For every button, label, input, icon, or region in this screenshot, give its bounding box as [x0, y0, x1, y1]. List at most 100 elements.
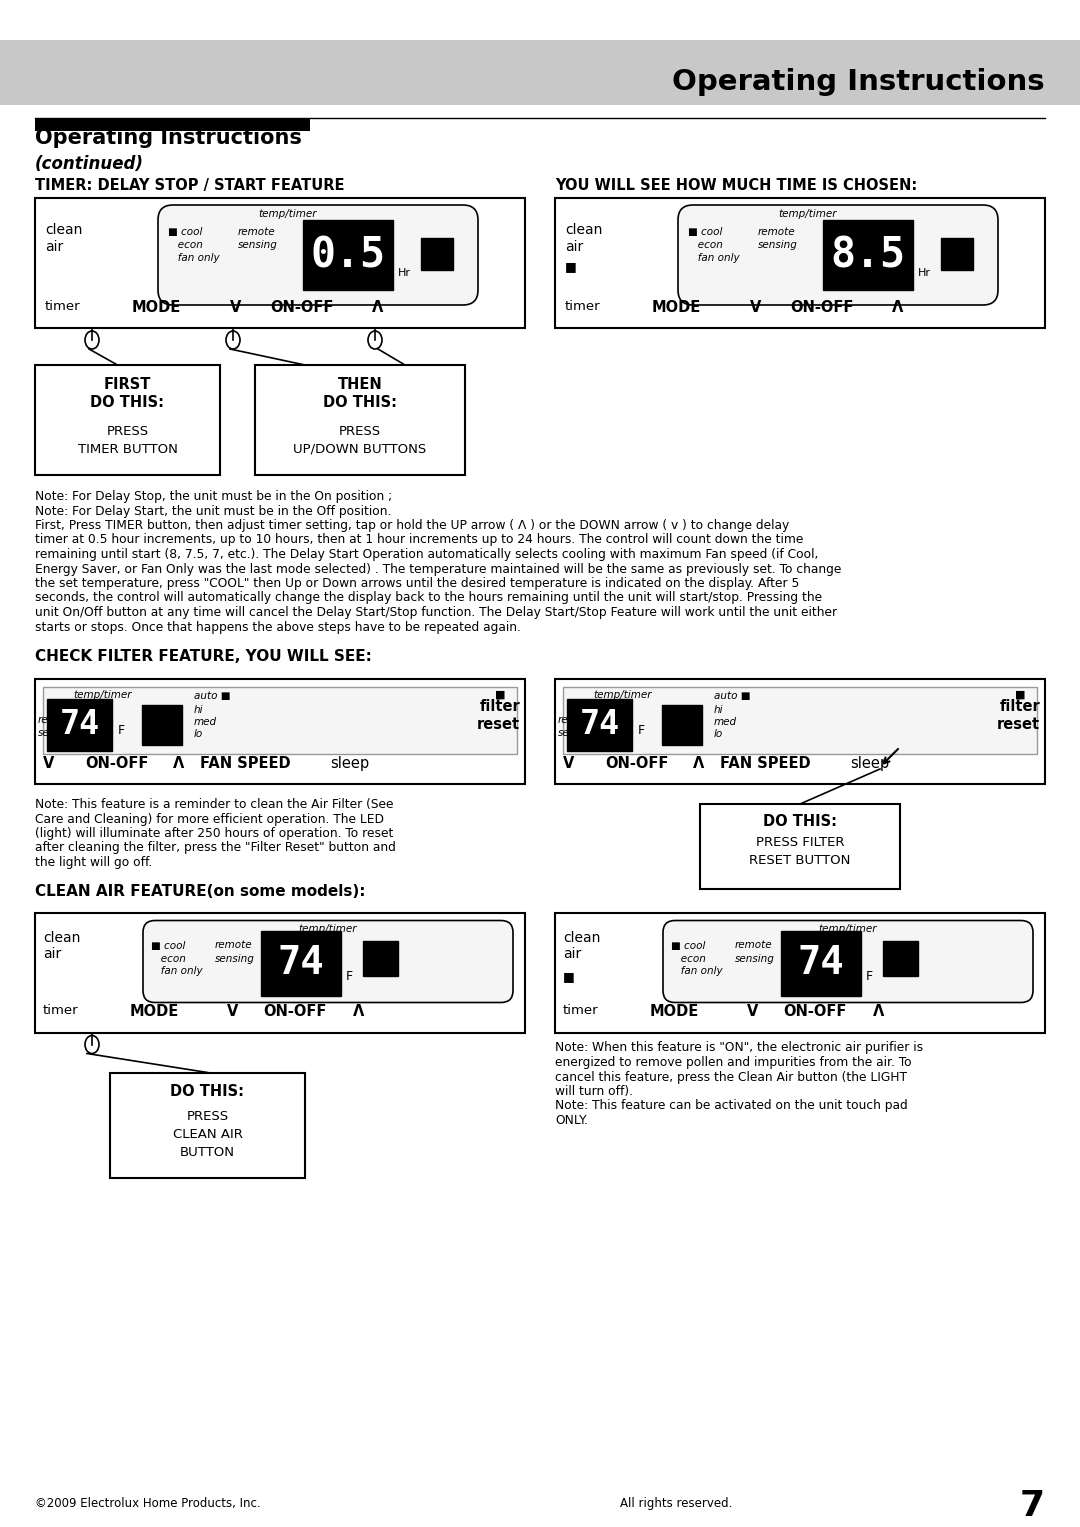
Text: air: air — [45, 240, 64, 253]
Text: timer: timer — [563, 1005, 598, 1017]
Text: CLEAN AIR: CLEAN AIR — [173, 1128, 242, 1142]
Text: RESET BUTTON: RESET BUTTON — [750, 854, 851, 867]
Text: V: V — [563, 756, 575, 771]
Text: TIMER BUTTON: TIMER BUTTON — [78, 443, 177, 457]
Bar — [141, 705, 183, 745]
Bar — [567, 699, 632, 751]
Text: sensing: sensing — [238, 240, 278, 250]
Text: ■ cool: ■ cool — [151, 941, 186, 950]
Text: 0.5: 0.5 — [311, 234, 386, 276]
Text: sensing: sensing — [758, 240, 798, 250]
Bar — [363, 941, 399, 976]
FancyBboxPatch shape — [663, 921, 1032, 1003]
Text: Operating Instructions: Operating Instructions — [673, 69, 1045, 96]
Text: PRESS FILTER: PRESS FILTER — [756, 835, 845, 849]
Text: ■ cool: ■ cool — [168, 228, 202, 237]
Text: sleep: sleep — [330, 756, 369, 771]
Bar — [883, 941, 918, 976]
Text: MODE: MODE — [130, 1005, 179, 1020]
Text: fan only: fan only — [151, 967, 203, 976]
Text: ■: ■ — [495, 690, 505, 699]
Text: 7: 7 — [1020, 1489, 1045, 1522]
Text: timer: timer — [43, 1005, 79, 1017]
Text: ©2009 Electrolux Home Products, Inc.: ©2009 Electrolux Home Products, Inc. — [35, 1496, 260, 1510]
Bar — [941, 238, 973, 270]
Text: (light) will illuminate after 250 hours of operation. To reset: (light) will illuminate after 250 hours … — [35, 828, 393, 840]
FancyBboxPatch shape — [678, 205, 998, 305]
Text: timer at 0.5 hour increments, up to 10 hours, then at 1 hour increments up to 24: timer at 0.5 hour increments, up to 10 h… — [35, 533, 804, 547]
Text: remote: remote — [558, 715, 596, 725]
Bar — [303, 220, 393, 290]
Text: Note: This feature is a reminder to clean the Air Filter (See: Note: This feature is a reminder to clea… — [35, 799, 393, 811]
Text: econ: econ — [688, 240, 723, 250]
Text: THEN: THEN — [338, 377, 382, 392]
Text: Λ: Λ — [693, 756, 704, 771]
Text: 74: 74 — [59, 709, 99, 742]
Text: Λ: Λ — [353, 1005, 364, 1020]
Text: V: V — [227, 1005, 239, 1020]
Text: hi: hi — [194, 705, 203, 715]
Text: F: F — [638, 724, 645, 738]
Text: CHECK FILTER FEATURE, YOU WILL SEE:: CHECK FILTER FEATURE, YOU WILL SEE: — [35, 649, 372, 664]
Text: will turn off).: will turn off). — [555, 1086, 633, 1098]
Text: 74: 74 — [278, 944, 324, 982]
Text: seconds, the control will automatically change the display back to the hours rem: seconds, the control will automatically … — [35, 591, 822, 605]
Text: UP/DOWN BUTTONS: UP/DOWN BUTTONS — [294, 443, 427, 457]
Text: (continued): (continued) — [35, 156, 144, 173]
Text: remote: remote — [38, 715, 76, 725]
Text: remote: remote — [758, 228, 796, 237]
Text: TIMER: DELAY STOP / START FEATURE: TIMER: DELAY STOP / START FEATURE — [35, 179, 345, 192]
Text: after cleaning the filter, press the "Filter Reset" button and: after cleaning the filter, press the "Fi… — [35, 841, 396, 855]
Text: Note: This feature can be activated on the unit touch pad: Note: This feature can be activated on t… — [555, 1099, 908, 1113]
Text: econ: econ — [671, 953, 706, 964]
Text: unit On/Off button at any time will cancel the Delay Start/Stop function. The De: unit On/Off button at any time will canc… — [35, 606, 837, 618]
Text: ■ cool: ■ cool — [688, 228, 723, 237]
Text: temp/timer: temp/timer — [779, 209, 837, 218]
Text: clean: clean — [563, 930, 600, 945]
Text: PRESS: PRESS — [339, 425, 381, 438]
Text: auto ■: auto ■ — [194, 692, 230, 701]
Bar — [35, 913, 525, 1032]
Text: PRESS: PRESS — [187, 1110, 229, 1124]
Text: V: V — [43, 756, 54, 771]
Text: Λ: Λ — [892, 299, 903, 315]
Bar — [35, 365, 220, 475]
Text: reset: reset — [477, 718, 519, 731]
FancyBboxPatch shape — [158, 205, 478, 305]
Text: YOU WILL SEE HOW MUCH TIME IS CHOSEN:: YOU WILL SEE HOW MUCH TIME IS CHOSEN: — [555, 179, 917, 192]
Bar — [781, 930, 861, 996]
Text: clean: clean — [565, 223, 603, 237]
Bar — [261, 930, 341, 996]
Text: reset: reset — [997, 718, 1040, 731]
Text: air: air — [565, 240, 583, 253]
Text: Note: For Delay Start, the unit must be in the Off position.: Note: For Delay Start, the unit must be … — [35, 504, 391, 518]
Text: Λ: Λ — [372, 299, 383, 315]
Text: ON-OFF: ON-OFF — [264, 1005, 326, 1020]
Bar — [823, 220, 913, 290]
Bar — [421, 238, 453, 270]
Text: energized to remove pollen and impurities from the air. To: energized to remove pollen and impuritie… — [555, 1057, 912, 1069]
Text: FAN SPEED: FAN SPEED — [200, 756, 291, 771]
Text: 74: 74 — [798, 944, 845, 982]
Text: DO THIS:: DO THIS: — [323, 395, 397, 411]
Text: the set temperature, press "COOL" then Up or Down arrows until the desired tempe: the set temperature, press "COOL" then U… — [35, 577, 799, 589]
Text: ON-OFF: ON-OFF — [270, 299, 334, 315]
Text: filter: filter — [480, 699, 519, 715]
Text: 74: 74 — [579, 709, 620, 742]
Text: fan only: fan only — [671, 967, 723, 976]
Text: PRESS: PRESS — [107, 425, 149, 438]
Text: cancel this feature, press the Clean Air button (the LIGHT: cancel this feature, press the Clean Air… — [555, 1070, 907, 1084]
Text: remaining until start (8, 7.5, 7, etc.). The Delay Start Operation automatically: remaining until start (8, 7.5, 7, etc.).… — [35, 548, 819, 560]
Text: lo: lo — [714, 728, 724, 739]
Text: Care and Cleaning) for more efficient operation. The LED: Care and Cleaning) for more efficient op… — [35, 812, 384, 826]
Text: F: F — [866, 971, 873, 983]
Text: ON-OFF: ON-OFF — [789, 299, 853, 315]
Bar — [555, 199, 1045, 328]
Text: air: air — [563, 947, 581, 962]
Text: Energy Saver, or Fan Only was the last mode selected) . The temperature maintain: Energy Saver, or Fan Only was the last m… — [35, 562, 841, 576]
Text: starts or stops. Once that happens the above steps have to be repeated again.: starts or stops. Once that happens the a… — [35, 620, 521, 634]
Text: clean: clean — [43, 930, 80, 945]
Bar — [35, 118, 310, 131]
Text: DO THIS:: DO THIS: — [91, 395, 164, 411]
Ellipse shape — [85, 331, 99, 350]
